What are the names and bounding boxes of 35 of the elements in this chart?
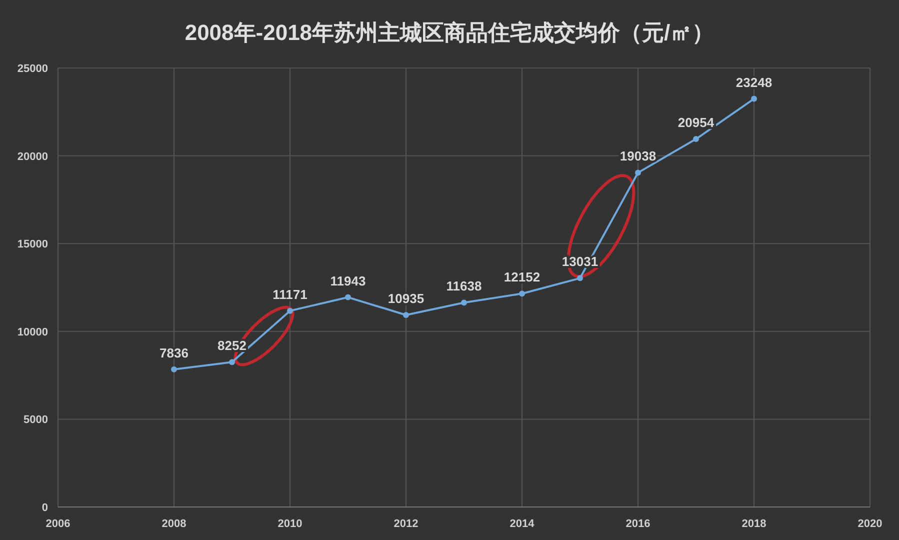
data-label: 11171 [272,286,308,302]
point [693,136,699,142]
point [635,170,641,176]
y-tick-label: 15000 [17,238,48,251]
data-label: 11943 [330,273,366,288]
point [229,359,235,366]
y-tick-label: 0 [42,502,48,514]
x-tick-label: 2016 [626,518,650,530]
point [577,275,583,282]
x-tick-label: 2010 [278,518,302,530]
x-tick-label: 2006 [46,518,70,530]
x-tick-label: 2018 [742,518,766,530]
data-label: 12152 [504,270,540,285]
data-label: 10935 [388,290,424,306]
data-label: 23248 [736,74,772,90]
x-tick-label: 2008 [162,518,186,530]
data-label: 19038 [620,148,656,164]
data-label: 20954 [678,115,715,130]
point [519,290,525,297]
x-tick-label: 2020 [858,518,882,530]
y-tick-label: 20000 [17,150,48,163]
data-label: 11638 [446,278,482,294]
y-tick-label: 10000 [17,326,48,338]
point [345,294,351,300]
x-tick-label: 2012 [394,518,418,530]
y-tick-label: 5000 [24,414,48,426]
point [461,300,467,306]
point [751,96,757,102]
point [287,308,293,314]
chart-title: 2008年-2018年苏州主城区商品住宅成交均价（元/㎡） [184,20,714,45]
point [171,366,177,372]
point [403,312,409,318]
x-tick-label: 2014 [510,518,536,530]
y-tick-label: 25000 [17,63,48,75]
data-label: 7836 [160,345,188,360]
